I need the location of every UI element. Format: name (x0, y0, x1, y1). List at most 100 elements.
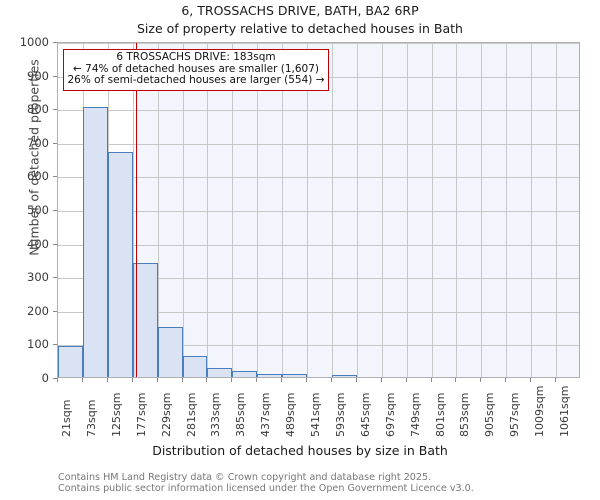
histogram-bar (157, 326, 183, 377)
x-axis-tick-mark (355, 378, 357, 382)
y-axis-tick-mark (53, 75, 57, 77)
y-axis-tick-label: 1000 (19, 35, 49, 49)
gridline-vertical (132, 43, 134, 377)
x-axis-tick-label: 957sqm (508, 392, 522, 437)
y-axis-tick-mark (53, 210, 57, 211)
x-axis-tick-label: 593sqm (333, 392, 347, 437)
gridline-vertical (307, 43, 309, 377)
footer: Contains HM Land Registry data © Crown c… (58, 472, 578, 494)
x-axis-tick-mark (106, 378, 108, 382)
chart-subtitle: Size of property relative to detached ho… (137, 21, 463, 36)
x-axis-tick-label: 333sqm (209, 392, 223, 437)
gridline-vertical (257, 43, 259, 377)
x-axis-tick-mark (530, 378, 532, 382)
x-axis-tick-mark (156, 378, 158, 382)
y-axis-tick-label: 800 (27, 102, 49, 117)
annotation-line-1: 6 TROSSACHS DRIVE: 183sqm (116, 51, 276, 63)
x-axis-tick-mark (555, 378, 557, 382)
gridline-horizontal (58, 143, 579, 145)
x-axis-tick-label: 125sqm (109, 392, 123, 437)
y-axis-tick-label: 600 (27, 169, 49, 184)
y-axis-tick-label: 100 (27, 337, 49, 352)
gridline-vertical (481, 43, 483, 377)
y-axis-tick-label: 900 (27, 68, 49, 83)
histogram-bar (82, 106, 108, 377)
x-axis-tick-label: 697sqm (383, 392, 397, 437)
y-axis-tick-mark (53, 42, 57, 43)
histogram-bar (107, 151, 133, 377)
histogram-bar (207, 367, 233, 377)
gridline-vertical (381, 43, 383, 377)
chart-title: 6, TROSSACHS DRIVE, BATH, BA2 6RP (181, 3, 419, 18)
gridline-horizontal (58, 244, 579, 246)
x-axis-tick-label: 645sqm (358, 392, 372, 437)
y-axis-tick-label: 500 (27, 203, 49, 217)
y-axis-tick-label: 400 (27, 236, 49, 251)
plot-area (57, 42, 580, 378)
x-axis-tick-label: 489sqm (284, 392, 298, 437)
histogram-bar (257, 373, 283, 377)
x-axis-tick-mark (306, 378, 308, 382)
gridline-horizontal (58, 345, 579, 347)
x-axis-tick-label: 1061sqm (558, 385, 572, 437)
footer-line-2: Contains public sector information licen… (58, 483, 474, 494)
x-axis-tick-mark (206, 378, 208, 382)
gridline-vertical (282, 43, 284, 377)
gridline-vertical (431, 43, 433, 377)
gridline-horizontal (58, 110, 579, 112)
y-axis-tick-mark (53, 310, 57, 312)
x-axis-tick-mark (480, 378, 482, 382)
y-axis-tick-mark (53, 277, 57, 279)
gridline-vertical (232, 43, 234, 377)
gridline-vertical (556, 43, 558, 377)
gridline-vertical (531, 43, 533, 377)
x-axis-tick-label: 437sqm (259, 392, 273, 437)
gridline-horizontal (58, 311, 579, 313)
y-axis-tick-mark (53, 176, 57, 178)
x-axis-tick-mark (57, 378, 58, 382)
x-axis-tick-label: 541sqm (309, 392, 323, 437)
gridline-vertical (406, 43, 408, 377)
x-axis-tick-mark (380, 378, 382, 382)
x-axis-tick-label: 21sqm (60, 399, 73, 437)
x-axis-tick-mark (281, 378, 283, 382)
histogram-bar (58, 346, 83, 377)
x-axis-tick-label: 281sqm (184, 392, 198, 437)
x-axis-tick-label: 229sqm (159, 392, 173, 437)
property-annotation-box: 6 TROSSACHS DRIVE: 183sqm ← 74% of detac… (63, 49, 329, 91)
x-axis-title: Distribution of detached houses by size … (152, 443, 448, 458)
gridline-horizontal (58, 177, 579, 179)
y-axis-tick-mark (53, 243, 57, 245)
y-axis-tick-label: 300 (27, 270, 49, 285)
property-marker-line (135, 43, 138, 377)
gridline-horizontal (58, 211, 579, 212)
y-axis-tick-mark (53, 378, 57, 379)
gridline-horizontal (58, 278, 579, 280)
y-axis-tick-label: 0 (41, 371, 49, 385)
x-axis-tick-mark (505, 378, 507, 382)
x-axis-tick-label: 801sqm (433, 392, 447, 437)
x-axis-tick-label: 385sqm (234, 392, 248, 437)
gridline-vertical (207, 43, 209, 377)
gridline-vertical (157, 43, 159, 377)
x-axis-tick-mark (231, 378, 233, 382)
x-axis-tick-label: 749sqm (408, 392, 422, 437)
gridline-vertical (506, 43, 508, 377)
gridline-vertical (331, 43, 333, 377)
gridline-vertical (456, 43, 458, 377)
histogram-bar (282, 374, 308, 377)
x-axis-tick-mark (330, 378, 332, 382)
x-axis-tick-mark (430, 378, 432, 382)
histogram-bar (232, 370, 258, 377)
x-axis-tick-label: 905sqm (483, 392, 497, 437)
histogram-bar (182, 356, 208, 377)
annotation-line-2: ← 74% of detached houses are smaller (1,… (73, 62, 319, 75)
y-axis-tick-label: 200 (27, 303, 49, 318)
x-axis-tick-mark (405, 378, 407, 382)
x-axis-tick-mark (256, 378, 258, 382)
x-axis-tick-mark (131, 378, 133, 382)
title-block: 6, TROSSACHS DRIVE, BATH, BA2 6RP Size o… (0, 2, 600, 38)
x-axis-tick-label: 1009sqm (533, 385, 547, 437)
histogram-bar (331, 374, 357, 377)
